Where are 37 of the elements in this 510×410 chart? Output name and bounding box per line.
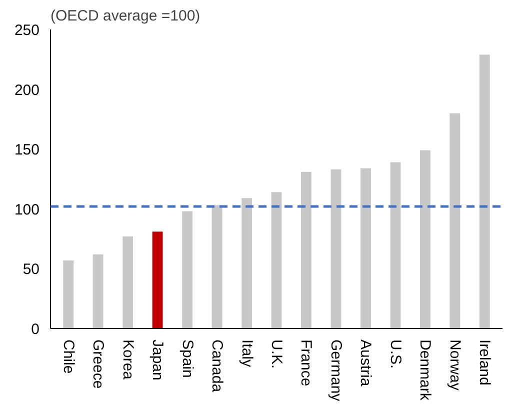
- x-tick-label: Spain: [178, 340, 196, 378]
- x-tick-label: Norway: [446, 340, 464, 391]
- y-tick-label: 150: [14, 142, 40, 159]
- x-tick-label: Korea: [119, 340, 136, 380]
- x-tick-label: Japan: [149, 340, 166, 380]
- bar: [63, 260, 74, 328]
- x-tick-label: Ireland: [476, 340, 494, 386]
- bar: [271, 192, 282, 328]
- x-tick-label: Greece: [90, 340, 107, 389]
- bar: [390, 162, 401, 328]
- x-tick-label: Germany: [327, 340, 344, 402]
- bar: [92, 254, 104, 328]
- x-tick-label: Italy: [238, 340, 256, 368]
- y-tick-label: 250: [14, 22, 40, 39]
- y-tick-label: 100: [14, 201, 40, 218]
- bar: [212, 205, 222, 328]
- y-tick-label: 0: [31, 321, 40, 338]
- x-tick-label: Denmark: [416, 340, 434, 401]
- y-tick-label: 50: [22, 261, 40, 278]
- bar: [122, 236, 134, 328]
- bar: [360, 168, 371, 328]
- bar: [479, 54, 490, 328]
- bar: [152, 232, 163, 328]
- x-tick-label: U.K.: [268, 340, 285, 369]
- x-tick-label: Chile: [60, 340, 77, 374]
- x-tick-label: Austria: [357, 340, 374, 387]
- bar: [182, 211, 192, 328]
- y-tick-label: 200: [14, 82, 40, 99]
- x-tick-label: France: [298, 340, 315, 386]
- x-tick-label: Canada: [208, 340, 226, 393]
- bar: [420, 150, 430, 328]
- bar: [330, 169, 342, 328]
- bar: [301, 172, 312, 328]
- bar: [450, 113, 460, 328]
- chart-title: (OECD average =100): [50, 8, 200, 24]
- x-tick-label: U.S.: [386, 340, 404, 369]
- bar: [242, 198, 252, 328]
